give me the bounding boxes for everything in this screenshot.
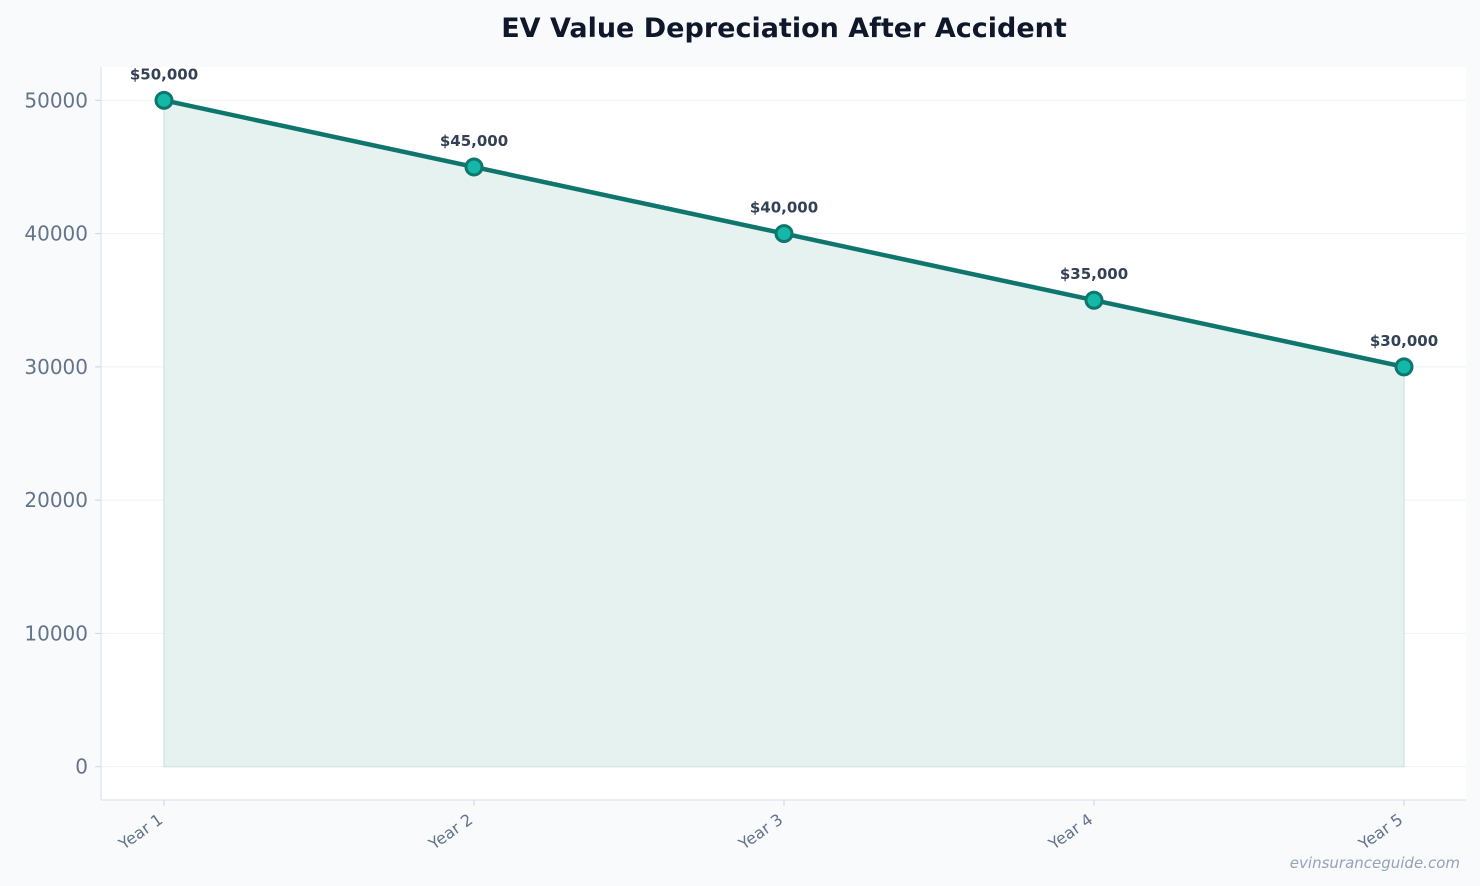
- y-tick-label: 20000: [24, 488, 88, 512]
- data-point-label: $50,000: [130, 65, 198, 83]
- chart-title: EV Value Depreciation After Accident: [501, 13, 1067, 44]
- y-tick-label: 40000: [24, 222, 88, 246]
- data-point-marker: [774, 224, 794, 244]
- data-point-label: $40,000: [750, 199, 818, 217]
- x-tick-label: Year 3: [734, 810, 786, 854]
- y-axis-ticks: 0 10000 20000 30000 40000 50000: [24, 88, 101, 779]
- y-tick-label: 50000: [24, 88, 88, 112]
- x-tick-label: Year 5: [1354, 810, 1406, 854]
- data-point-label: $45,000: [440, 132, 508, 150]
- data-point-marker: [1394, 357, 1414, 377]
- data-point-marker: [1084, 290, 1104, 310]
- data-point-marker: [464, 157, 484, 177]
- y-tick-label: 10000: [24, 621, 88, 645]
- x-axis-ticks: Year 1 Year 2 Year 3 Year 4 Year 5: [114, 800, 1406, 854]
- y-tick-label: 0: [75, 755, 88, 779]
- data-point-marker: [154, 90, 174, 110]
- x-tick-label: Year 1: [114, 810, 166, 854]
- point-labels-layer: $50,000 $45,000 $40,000 $35,000 $30,000: [130, 65, 1438, 350]
- y-tick-label: 30000: [24, 355, 88, 379]
- data-point-label: $30,000: [1370, 332, 1438, 350]
- markers-layer: [154, 90, 1414, 377]
- x-tick-label: Year 2: [424, 810, 476, 854]
- data-point-label: $35,000: [1060, 265, 1128, 283]
- x-tick-label: Year 4: [1044, 810, 1096, 854]
- watermark: evinsuranceguide.com: [1290, 854, 1460, 872]
